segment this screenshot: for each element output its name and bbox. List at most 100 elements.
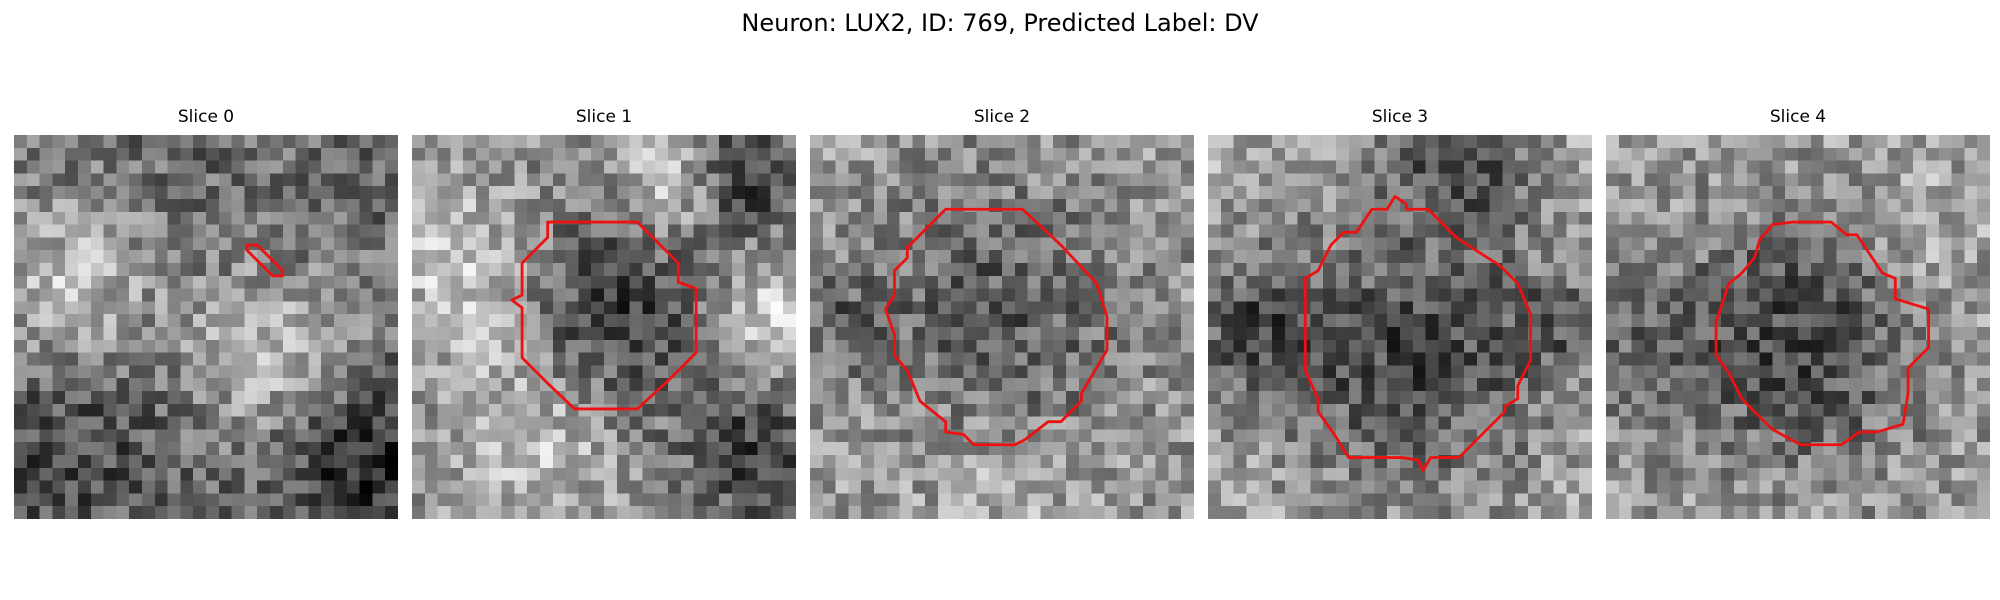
image-pixel [1438,314,1452,328]
image-pixel [1220,173,1234,187]
image-pixel [1220,314,1234,328]
image-pixel [1476,199,1490,213]
image-pixel [167,301,181,315]
image-pixel [693,135,707,149]
image-pixel [1515,211,1529,225]
image-pixel [412,275,426,289]
image-pixel [346,199,360,213]
image-pixel [1272,403,1286,417]
image-pixel [925,352,939,366]
image-pixel [783,186,796,200]
image-pixel [321,467,335,481]
image-pixel [578,237,592,251]
image-pixel [26,186,40,200]
image-pixel [1066,314,1080,328]
image-pixel [154,480,168,494]
image-pixel [334,327,348,341]
image-pixel [1168,378,1182,392]
image-pixel [1849,173,1863,187]
image-pixel [1734,275,1748,289]
image-pixel [1862,365,1876,379]
image-pixel [372,493,386,507]
image-pixel [1540,250,1554,264]
image-pixel [1553,250,1567,264]
image-pixel [732,339,746,353]
image-pixel [1759,429,1773,443]
image-pixel [1078,442,1092,456]
image-pixel [334,147,348,161]
image-pixel [463,211,477,225]
image-pixel [193,480,207,494]
image-pixel [1117,288,1131,302]
image-pixel [810,147,824,161]
image-pixel [1259,493,1273,507]
image-pixel [1412,365,1426,379]
image-pixel [1836,314,1850,328]
image-pixel [655,288,669,302]
image-pixel [78,391,92,405]
image-pixel [1451,352,1465,366]
image-pixel [989,467,1003,481]
image-pixel [501,493,515,507]
image-pixel [1540,224,1554,238]
image-pixel [1091,480,1105,494]
image-pixel [1323,211,1337,225]
image-pixel [385,288,398,302]
image-pixel [1476,263,1490,277]
image-pixel [1657,301,1671,315]
image-pixel [1208,416,1222,430]
image-pixel [835,352,849,366]
image-pixel [282,263,296,277]
image-pixel [1618,493,1632,507]
image-pixel [1977,493,1990,507]
image-pixel [1130,160,1144,174]
image-pixel [1670,250,1684,264]
image-pixel [1181,160,1194,174]
image-pixel [257,403,271,417]
image-pixel [1579,314,1592,328]
image-pixel [604,314,618,328]
image-pixel [540,314,554,328]
image-pixel [925,493,939,507]
image-pixel [1772,455,1786,469]
image-pixel [1810,314,1824,328]
image-pixel [1348,378,1362,392]
image-pixel [861,352,875,366]
image-pixel [1014,403,1028,417]
image-pixel [1631,378,1645,392]
image-pixel [1489,429,1503,443]
image-pixel [783,339,796,353]
image-pixel [1091,314,1105,328]
image-pixel [78,173,92,187]
image-pixel [886,199,900,213]
image-pixel [295,467,309,481]
image-pixel [1142,339,1156,353]
image-pixel [1553,352,1567,366]
image-pixel [912,480,926,494]
image-pixel [783,211,796,225]
image-pixel [1272,224,1286,238]
image-pixel [1142,365,1156,379]
image-pixel [1130,263,1144,277]
image-pixel [1336,493,1350,507]
image-pixel [1926,199,1940,213]
image-pixel [1682,135,1696,149]
image-pixel [1631,186,1645,200]
image-pixel [321,493,335,507]
image-pixel [770,250,784,264]
image-pixel [1502,135,1516,149]
image-pixel [1168,147,1182,161]
image-pixel [90,506,104,519]
image-pixel [1746,467,1760,481]
image-pixel [116,378,130,392]
image-pixel [668,288,682,302]
image-pixel [206,160,220,174]
image-pixel [372,455,386,469]
image-pixel [1323,442,1337,456]
image-pixel [642,378,656,392]
image-pixel [1913,173,1927,187]
image-pixel [1104,352,1118,366]
image-pixel [976,314,990,328]
image-pixel [1361,186,1375,200]
image-pixel [1142,301,1156,315]
